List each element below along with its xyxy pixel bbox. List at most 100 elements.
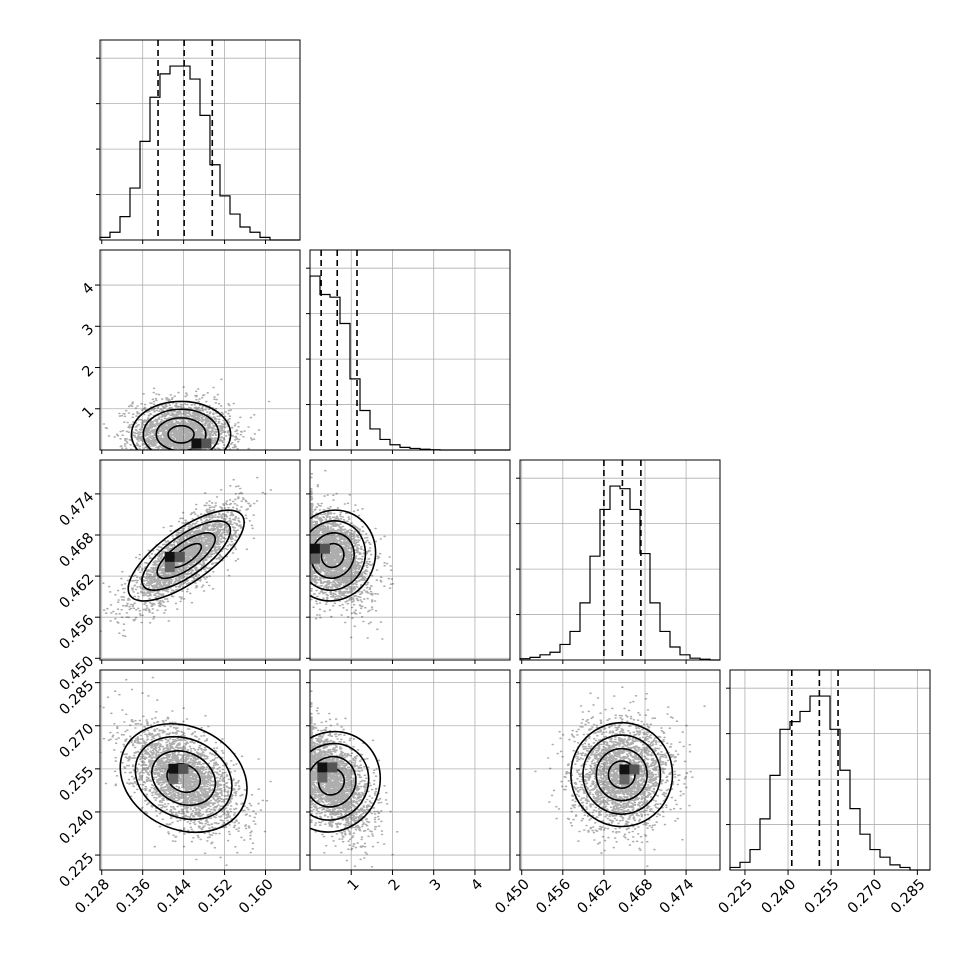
- contour-level-0: [127, 509, 245, 602]
- x-axis-0: 0.128 0.136 0.144 0.152 0.160: [72, 870, 277, 917]
- x-tick-label: 0.136: [113, 876, 154, 917]
- x-tick-label: 0.225: [716, 876, 757, 917]
- contour-level-0: [130, 400, 232, 450]
- density-peak: [168, 763, 179, 774]
- contour-level-2: [156, 532, 216, 580]
- contour-level-0: [310, 509, 377, 602]
- contour-level-2: [310, 755, 357, 808]
- density-cell: [174, 551, 185, 562]
- density-peak: [310, 543, 320, 554]
- x-tick-label: 3: [427, 876, 445, 894]
- density-cell: [629, 764, 640, 775]
- y-tick-label: 0.468: [57, 530, 98, 571]
- panel-frame: [99, 249, 301, 451]
- hist-panel-2: [516, 459, 721, 661]
- hist-panel-3: [726, 669, 931, 871]
- x-tick-label: 0.474: [657, 876, 698, 917]
- contour-level-1: [582, 734, 662, 815]
- histogram-step-1: [309, 275, 510, 451]
- x-tick-label: 0.462: [575, 876, 616, 917]
- hist-panel-1: [306, 249, 511, 451]
- hist-panel-0: [96, 39, 301, 241]
- x-axis-1: 1 2 3 4: [345, 870, 486, 894]
- panel-frame: [309, 459, 511, 661]
- contour-level-1: [142, 408, 220, 450]
- density-cell: [319, 543, 330, 554]
- y-tick-label: 3: [80, 321, 98, 339]
- joint-panel-2-1: [309, 459, 511, 661]
- x-tick-label: 0.144: [154, 876, 195, 917]
- joint-panel-2-0: [99, 459, 301, 661]
- panel-frame: [729, 669, 931, 871]
- x-tick-label: 0.450: [492, 876, 533, 917]
- contour-level-2: [155, 417, 207, 450]
- panel-frame: [519, 459, 721, 661]
- contour-level-0: [310, 730, 382, 833]
- x-tick-label: 0.160: [236, 876, 277, 917]
- histogram-step-0: [99, 65, 300, 241]
- joint-panel-1-0: [99, 249, 301, 451]
- contour-level-3: [607, 760, 636, 789]
- contour-level-2: [151, 750, 217, 806]
- contour-level-1: [134, 735, 233, 821]
- y-tick-label: 1: [80, 404, 98, 422]
- contour-level-1: [310, 520, 367, 591]
- density-cell: [178, 763, 189, 774]
- panel-frame: [519, 669, 721, 871]
- x-tick-label: 0.456: [533, 876, 574, 917]
- contour-level-0: [570, 721, 674, 828]
- y-tick-label: 0.255: [57, 764, 98, 805]
- x-tick-label: 0.255: [802, 876, 843, 917]
- panel-frame: [99, 669, 301, 871]
- panel-frame: [309, 249, 511, 451]
- density-cell: [619, 774, 630, 785]
- joint-panel-3-2: [519, 669, 721, 871]
- density-cell: [317, 772, 328, 783]
- x-tick-label: 0.152: [195, 876, 236, 917]
- density-cell: [310, 553, 320, 564]
- y-tick-label: 4: [80, 280, 98, 298]
- panel-frame: [99, 459, 301, 661]
- density-cell: [327, 762, 338, 773]
- x-tick-label: 1: [345, 876, 363, 894]
- y-tick-label: 2: [80, 363, 98, 381]
- density-cell: [191, 448, 202, 450]
- density-cell: [168, 773, 179, 784]
- sample-points: [310, 469, 395, 640]
- contour-level-3: [167, 424, 195, 444]
- density-cell: [164, 561, 175, 572]
- joint-panel-3-0: [99, 669, 301, 871]
- y-axis-1: 1 2 3 4: [80, 280, 100, 422]
- histogram-step-3: [729, 695, 930, 871]
- y-tick-label: 0.270: [57, 721, 98, 762]
- panel-frame: [99, 39, 301, 241]
- contour-level-2: [595, 747, 648, 802]
- joint-panel-3-1: [309, 669, 511, 871]
- contour-level-1: [310, 742, 370, 821]
- x-axis-3: 0.225 0.240 0.255 0.270 0.285: [716, 870, 929, 917]
- density-peak: [191, 438, 202, 449]
- y-tick-label: 0.462: [57, 571, 98, 612]
- x-tick-label: 2: [386, 876, 404, 894]
- histogram-step-2: [519, 485, 720, 661]
- contour-level-0: [119, 722, 248, 834]
- density-peak: [619, 764, 630, 775]
- y-tick-label: 0.474: [57, 489, 98, 530]
- contour-level-1: [141, 520, 232, 591]
- density-cell: [201, 438, 212, 449]
- y-tick-label: 0.456: [57, 612, 98, 653]
- density-peak: [317, 762, 328, 773]
- x-tick-label: 0.240: [759, 876, 800, 917]
- density-peak: [164, 551, 175, 562]
- x-tick-label: 0.285: [888, 876, 929, 917]
- panel-frame: [309, 669, 511, 871]
- y-tick-label: 0.240: [57, 807, 98, 848]
- contour-level-3: [166, 763, 202, 794]
- y-tick-label: 0.225: [57, 850, 98, 891]
- x-tick-label: 0.468: [616, 876, 657, 917]
- x-tick-label: 4: [468, 876, 486, 894]
- x-axis-2: 0.450 0.456 0.462 0.468 0.474: [492, 870, 697, 917]
